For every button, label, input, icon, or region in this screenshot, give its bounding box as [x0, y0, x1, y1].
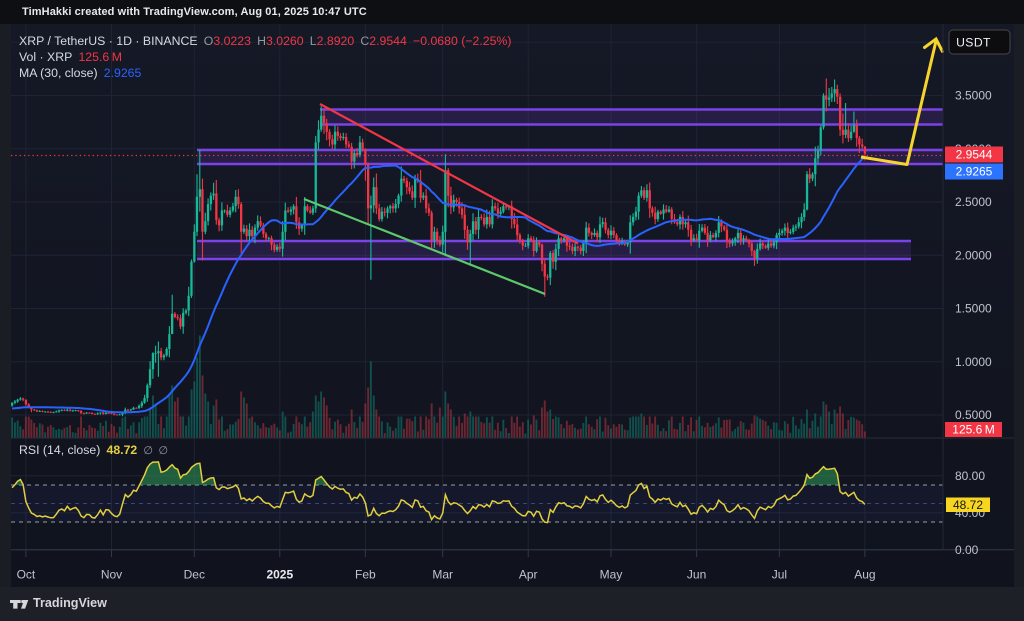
svg-text:80.00: 80.00 — [955, 469, 985, 483]
svg-text:Apr: Apr — [519, 568, 538, 582]
svg-text:Nov: Nov — [101, 568, 122, 582]
svg-text:Aug: Aug — [854, 568, 875, 582]
svg-text:2.9544: 2.9544 — [956, 148, 993, 162]
svg-text:2.9265: 2.9265 — [956, 165, 993, 179]
svg-text:2.0000: 2.0000 — [955, 248, 992, 262]
svg-text:1.5000: 1.5000 — [955, 302, 992, 316]
svg-text:0.5000: 0.5000 — [955, 408, 992, 422]
svg-text:2025: 2025 — [266, 568, 293, 582]
svg-text:0.00: 0.00 — [955, 543, 979, 557]
svg-text:48.72: 48.72 — [953, 498, 983, 512]
svg-text:Dec: Dec — [184, 568, 205, 582]
svg-text:USDT: USDT — [956, 35, 991, 49]
svg-text:Feb: Feb — [355, 568, 376, 582]
svg-text:2.5000: 2.5000 — [955, 195, 992, 209]
svg-text:Oct: Oct — [17, 568, 36, 582]
svg-text:Mar: Mar — [432, 568, 453, 582]
svg-text:May: May — [600, 568, 623, 582]
svg-text:1.0000: 1.0000 — [955, 355, 992, 369]
svg-text:3.5000: 3.5000 — [955, 89, 992, 103]
svg-text:Jul: Jul — [772, 568, 787, 582]
svg-text:Jun: Jun — [687, 568, 706, 582]
svg-text:125.6 M: 125.6 M — [952, 423, 994, 437]
